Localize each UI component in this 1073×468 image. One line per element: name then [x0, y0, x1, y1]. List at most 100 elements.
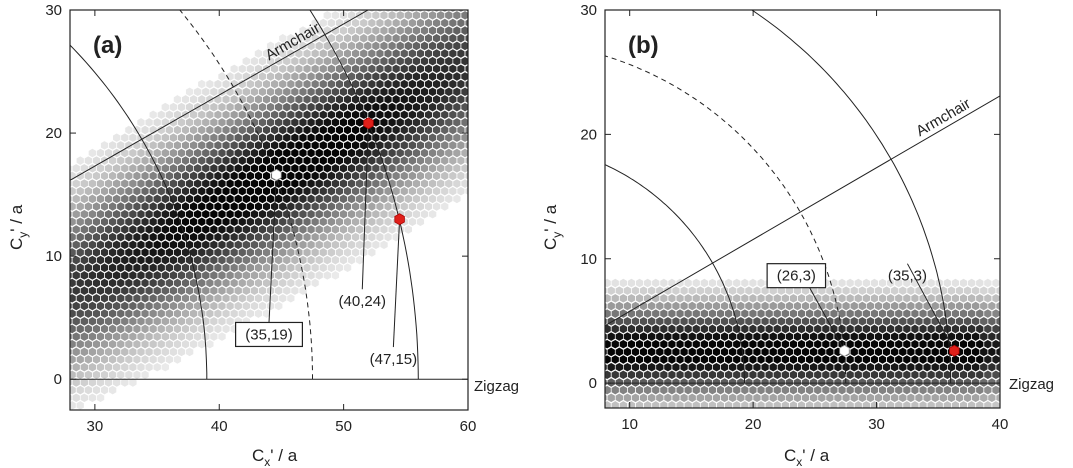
heat-cell-a-1553: [383, 232, 393, 243]
heat-cell-b-1130: [675, 400, 685, 408]
heat-cell-b-500: [671, 331, 681, 342]
heat-cell-a-1949: [161, 331, 170, 342]
heat-cell-a-111: [351, 18, 360, 28]
heat-cell-a-976: [250, 148, 259, 158]
heat-cell-a-674: [550, 103, 558, 112]
heat-cell-b-1215: [794, 409, 802, 418]
heat-cell-a-691: [229, 109, 239, 120]
heat-cell-a-1190: [177, 178, 186, 189]
heat-cell-a-406: [562, 64, 570, 73]
heat-cell-b-1272: [692, 416, 700, 425]
heat-cell-a-714: [416, 109, 425, 120]
heat-cell-a-1966: [132, 339, 142, 350]
heat-cell-a-407: [570, 64, 578, 73]
heat-cell-a-1238: [140, 186, 150, 197]
heat-cell-b-369: [744, 316, 754, 327]
heat-cell-a-1383: [104, 209, 113, 220]
heat-cell-a-594: [359, 94, 369, 105]
heat-cell-a-742: [185, 117, 194, 128]
heat-cell-a-94: [526, 11, 534, 20]
heat-cell-b-317: [894, 308, 904, 319]
heat-cell-a-1834: [278, 293, 288, 304]
heat-cell-a-1992: [185, 346, 194, 357]
heat-cell-a-1537: [254, 232, 263, 243]
heat-cell-b-937: [809, 377, 819, 388]
heat-cell-b-566: [643, 339, 652, 350]
heat-cell-a-39: [383, 10, 393, 13]
heat-cell-b-370: [752, 316, 762, 327]
heat-cell-a-1461: [359, 216, 369, 227]
heat-cell-a-197: [375, 33, 385, 44]
heat-cell-a-1604: [124, 247, 134, 258]
heat-cell-b-853: [700, 369, 709, 380]
heat-cell-a-1400: [242, 209, 251, 220]
heat-cell-b-548: [1061, 332, 1069, 341]
heat-cell-a-1000: [444, 148, 454, 158]
heat-cell-b-17: [732, 278, 742, 288]
heat-cell-a-1664: [290, 255, 300, 266]
heat-cell-b-875: [878, 369, 887, 380]
heat-cell-a-370: [270, 63, 279, 74]
heat-cell-b-235: [793, 301, 802, 311]
heat-cell-b-664: [866, 346, 875, 357]
heat-cell-a-1128: [116, 170, 125, 181]
heat-cell-a-171: [510, 26, 518, 35]
heat-cell-b-943: [857, 377, 867, 388]
heat-cell-a-1830: [246, 293, 255, 304]
heat-cell-a-1999: [108, 354, 117, 365]
heat-cell-b-583: [781, 339, 790, 350]
heat-cell-a-1800: [250, 285, 259, 296]
heat-cell-a-249: [436, 40, 446, 51]
heat-cell-b-713: [700, 354, 709, 365]
heat-cell-b-649: [744, 346, 754, 357]
heat-cell-a-1378: [70, 210, 73, 219]
heat-cell-a-176: [550, 26, 558, 35]
heat-cell-b-731: [845, 354, 855, 365]
heat-cell-b-299: [748, 308, 758, 319]
heat-cell-a-1785: [128, 285, 138, 296]
heat-cell-b-862: [772, 369, 782, 380]
heat-cell-b-122: [1012, 286, 1020, 295]
heat-cell-a-584: [278, 94, 288, 105]
heat-cell-a-1716: [112, 270, 121, 281]
heat-cell-b-811: [922, 362, 932, 373]
heat-cell-a-964: [152, 148, 162, 158]
heat-cell-a-1842: [104, 301, 113, 311]
heat-cell-a-44: [424, 10, 433, 13]
heat-cell-a-1323: [412, 193, 421, 204]
heat-cell-b-52: [1016, 278, 1024, 287]
panel-a-zigzag-label: Zigzag: [474, 378, 519, 395]
heat-cell-b-7: [651, 278, 661, 288]
heat-cell-a-520: [209, 86, 219, 97]
heat-cell-a-1197: [233, 178, 243, 189]
heat-cell-a-1601: [100, 247, 109, 258]
heat-cell-a-250: [444, 40, 454, 51]
heat-cell-a-1010: [526, 148, 534, 157]
heat-cell-a-1846: [136, 301, 146, 311]
heat-cell-b-1108: [1061, 393, 1069, 402]
heat-cell-b-198: [1065, 294, 1073, 303]
heat-cell-b-596: [886, 339, 895, 350]
heat-cell-a-1915: [70, 323, 77, 334]
heat-cell-a-1985: [128, 346, 138, 357]
heat-cell-a-1833: [270, 293, 279, 304]
heat-cell-a-335: [379, 56, 389, 67]
heat-cell-a-1142: [229, 170, 239, 181]
heat-cell-b-1311: [1008, 416, 1016, 425]
heat-cell-b-1177: [1057, 401, 1065, 410]
heat-cell-a-1167: [432, 170, 441, 181]
heat-cell-a-1736: [274, 270, 284, 281]
heat-cell-b-1261: [603, 416, 611, 425]
heat-cell-a-336: [387, 56, 397, 67]
heat-cell-a-17: [493, 0, 501, 5]
heat-cell-a-799: [189, 125, 198, 135]
heat-cell-a-263: [550, 41, 558, 50]
heat-cell-b-1081: [841, 392, 851, 403]
heat-cell-b-50: [999, 280, 1000, 286]
heat-cell-a-2055: [96, 392, 105, 403]
heat-cell-b-330: [999, 311, 1000, 317]
heat-cell-b-262: [1012, 301, 1020, 310]
heat-cell-b-169: [829, 293, 839, 304]
heat-cell-a-658: [420, 102, 429, 113]
